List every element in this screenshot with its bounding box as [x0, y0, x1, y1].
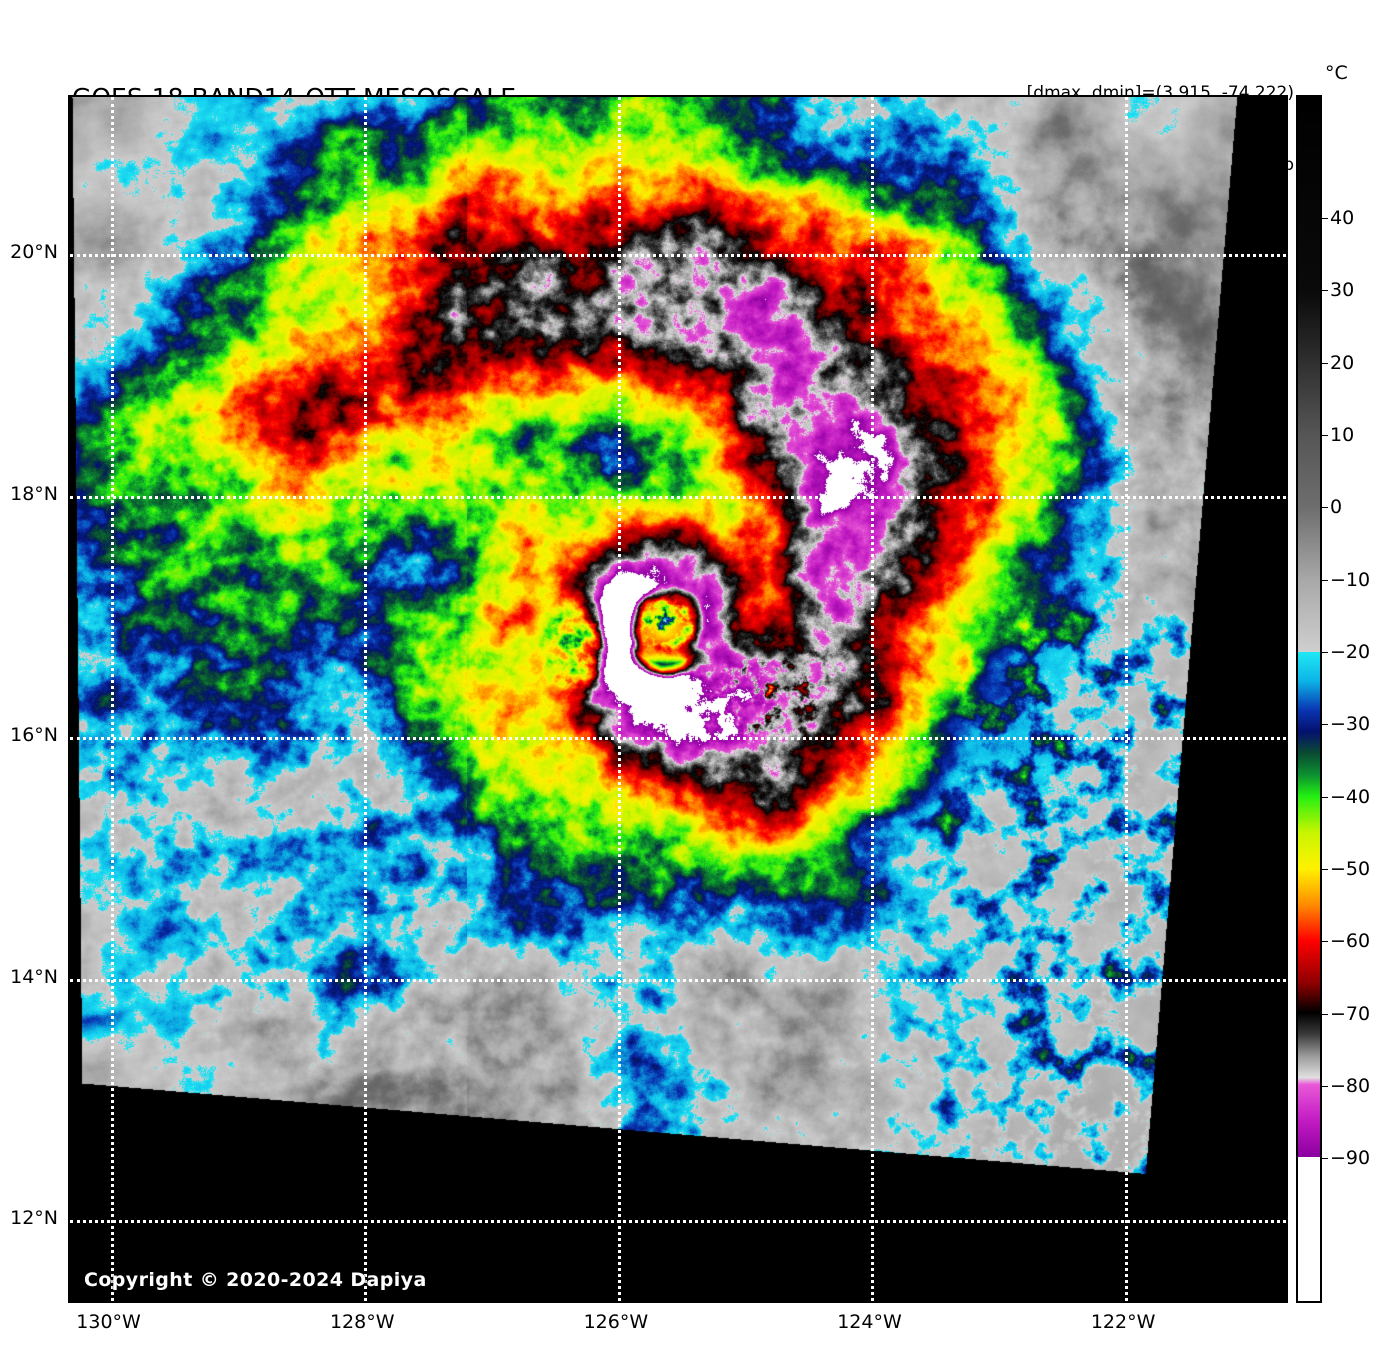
colorbar-tick-label: −60 [1330, 930, 1371, 953]
colorbar-tick-mark [1322, 217, 1328, 219]
satellite-image-plot[interactable]: Copyright © 2020-2024 Dapiya [68, 95, 1288, 1303]
colorbar-unit-label: °C [1325, 62, 1348, 84]
colorbar[interactable] [1296, 95, 1322, 1303]
y-tick-label: 20°N [10, 241, 58, 264]
y-tick-label: 12°N [10, 1207, 58, 1230]
colorbar-tick-label: 30 [1330, 279, 1355, 302]
y-tick-label: 18°N [10, 482, 58, 505]
colorbar-tick-label: 20 [1330, 351, 1355, 374]
colorbar-tick-label: −10 [1330, 568, 1371, 591]
x-tick-label: 130°W [76, 1311, 141, 1333]
colorbar-tick-label: −70 [1330, 1002, 1371, 1025]
colorbar-tick-mark [1322, 1158, 1328, 1160]
colorbar-tick-label: 40 [1330, 206, 1355, 229]
x-tick-label: 128°W [329, 1311, 395, 1333]
colorbar-tick-label: −90 [1330, 1147, 1371, 1170]
x-tick-label: 126°W [583, 1311, 649, 1333]
colorbar-tick-label: −80 [1330, 1074, 1371, 1097]
y-tick-label: 14°N [10, 965, 58, 988]
y-tick-label: 16°N [10, 724, 58, 747]
colorbar-tick-label: −40 [1330, 785, 1371, 808]
colorbar-gradient [1298, 97, 1320, 1301]
x-tick-label: 122°W [1090, 1311, 1156, 1333]
colorbar-tick-mark [1322, 941, 1328, 943]
colorbar-tick-label: −30 [1330, 713, 1371, 736]
colorbar-tick-mark [1322, 579, 1328, 581]
colorbar-tick-mark [1322, 507, 1328, 509]
colorbar-tick-mark [1322, 651, 1328, 653]
colorbar-tick-mark [1322, 1085, 1328, 1087]
satellite-imagery-canvas [70, 97, 1286, 1301]
colorbar-tick-mark [1322, 362, 1328, 364]
copyright-label: Copyright © 2020-2024 Dapiya [84, 1269, 427, 1291]
colorbar-tick-mark [1322, 290, 1328, 292]
colorbar-tick-label: −50 [1330, 857, 1371, 880]
colorbar-tick-mark [1322, 868, 1328, 870]
colorbar-tick-label: −20 [1330, 640, 1371, 663]
colorbar-tick-label: 10 [1330, 423, 1355, 446]
colorbar-tick-label: 0 [1330, 496, 1343, 519]
x-tick-label: 124°W [837, 1311, 902, 1333]
colorbar-tick-mark [1322, 724, 1328, 726]
colorbar-tick-mark [1322, 1013, 1328, 1015]
colorbar-tick-mark [1322, 434, 1328, 436]
colorbar-tick-mark [1322, 796, 1328, 798]
